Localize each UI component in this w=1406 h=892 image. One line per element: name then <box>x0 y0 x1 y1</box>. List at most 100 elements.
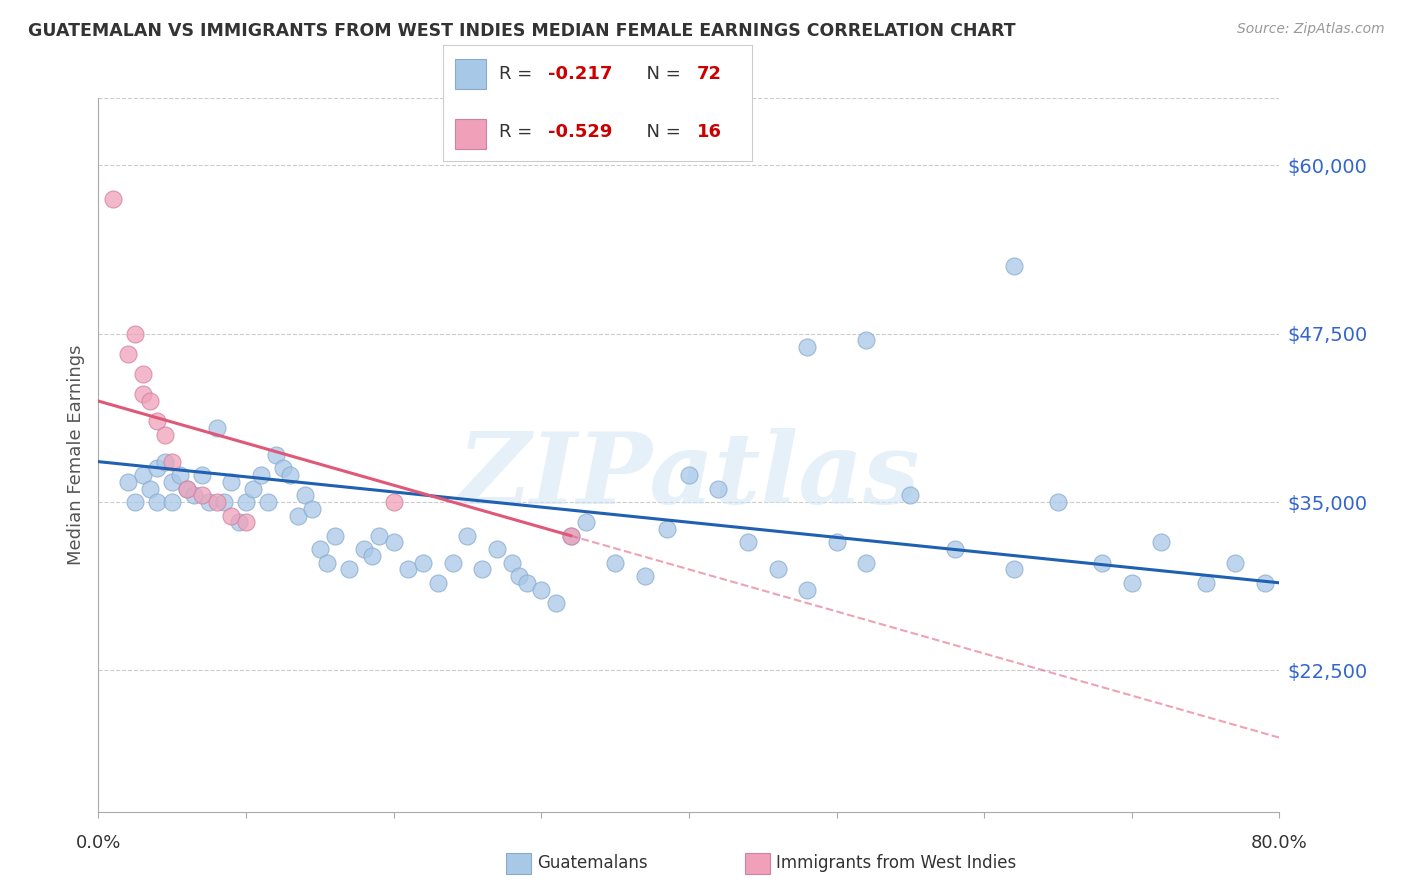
Text: Immigrants from West Indies: Immigrants from West Indies <box>776 855 1017 872</box>
Point <box>382 495 405 509</box>
Text: -0.217: -0.217 <box>548 64 613 83</box>
Point <box>294 488 316 502</box>
Point <box>146 414 169 428</box>
Point <box>560 529 582 543</box>
Text: 80.0%: 80.0% <box>1251 834 1308 852</box>
Point <box>212 495 235 509</box>
Point <box>146 495 169 509</box>
Point <box>943 542 966 557</box>
Text: R =: R = <box>499 122 537 141</box>
Point <box>471 562 494 576</box>
Point <box>183 488 205 502</box>
Point <box>271 461 294 475</box>
Point <box>153 427 176 442</box>
Point <box>316 556 339 570</box>
Point <box>339 562 360 576</box>
Point <box>309 542 332 557</box>
Text: 16: 16 <box>696 122 721 141</box>
Point <box>287 508 309 523</box>
Point <box>530 582 553 597</box>
Text: ZIPatlas: ZIPatlas <box>458 428 920 524</box>
Point <box>501 556 523 570</box>
Point <box>900 488 922 502</box>
Point <box>855 334 877 348</box>
Point <box>124 326 146 341</box>
Point <box>103 192 125 206</box>
Point <box>678 468 700 483</box>
Point <box>796 340 818 354</box>
Point <box>205 495 228 509</box>
Point <box>560 529 582 543</box>
Point <box>796 582 818 597</box>
Point <box>235 515 257 529</box>
Point <box>633 569 655 583</box>
Text: R =: R = <box>499 64 537 83</box>
Point <box>198 495 221 509</box>
Point <box>546 596 568 610</box>
Point <box>737 535 759 549</box>
Point <box>1254 575 1277 590</box>
Point <box>1150 535 1173 549</box>
Point <box>353 542 375 557</box>
Point <box>257 495 280 509</box>
FancyBboxPatch shape <box>456 59 486 88</box>
Point <box>382 535 405 549</box>
Text: 0.0%: 0.0% <box>76 834 121 852</box>
Point <box>132 468 155 483</box>
Point <box>235 495 257 509</box>
Point <box>396 562 419 576</box>
Point <box>605 556 627 570</box>
Point <box>162 475 183 489</box>
Point <box>219 475 242 489</box>
Text: GUATEMALAN VS IMMIGRANTS FROM WEST INDIES MEDIAN FEMALE EARNINGS CORRELATION CHA: GUATEMALAN VS IMMIGRANTS FROM WEST INDIE… <box>28 22 1015 40</box>
Point <box>219 508 242 523</box>
Point <box>176 482 198 496</box>
Point <box>205 421 228 435</box>
Point <box>825 535 848 549</box>
Point <box>855 556 877 570</box>
Point <box>574 515 596 529</box>
Point <box>368 529 391 543</box>
Point <box>360 549 382 563</box>
Text: N =: N = <box>634 64 686 83</box>
Point <box>1121 575 1143 590</box>
Text: 72: 72 <box>696 64 721 83</box>
Point <box>1195 575 1218 590</box>
Point <box>515 575 537 590</box>
Point <box>278 468 302 483</box>
Point <box>228 515 250 529</box>
Point <box>427 575 450 590</box>
Point <box>1002 562 1025 576</box>
Point <box>412 556 434 570</box>
Point <box>250 468 273 483</box>
Point <box>264 448 287 462</box>
Point <box>162 495 183 509</box>
Text: N =: N = <box>634 122 686 141</box>
Point <box>146 461 169 475</box>
Point <box>707 482 730 496</box>
Point <box>766 562 789 576</box>
Point <box>301 501 323 516</box>
Point <box>132 387 155 401</box>
Point <box>242 482 264 496</box>
Point <box>191 488 214 502</box>
Point <box>1223 556 1246 570</box>
Y-axis label: Median Female Earnings: Median Female Earnings <box>66 344 84 566</box>
Point <box>1091 556 1114 570</box>
Text: Guatemalans: Guatemalans <box>537 855 648 872</box>
Point <box>169 468 191 483</box>
Text: -0.529: -0.529 <box>548 122 613 141</box>
Point <box>162 455 183 469</box>
Text: Source: ZipAtlas.com: Source: ZipAtlas.com <box>1237 22 1385 37</box>
Point <box>508 569 530 583</box>
Point <box>486 542 509 557</box>
Point <box>655 522 678 536</box>
Point <box>153 455 176 469</box>
Point <box>132 367 155 381</box>
Point <box>191 468 214 483</box>
Point <box>1046 495 1069 509</box>
Point <box>124 495 146 509</box>
Point <box>117 475 139 489</box>
Point <box>139 482 162 496</box>
Point <box>139 394 162 409</box>
